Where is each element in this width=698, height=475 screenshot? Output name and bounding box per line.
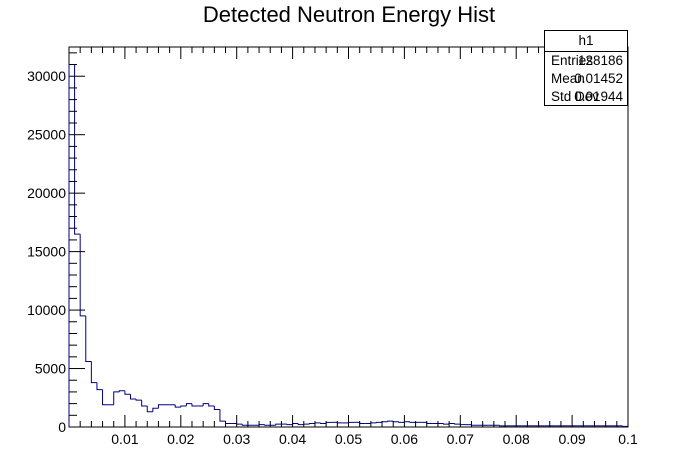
histogram-bin — [113, 391, 120, 405]
histogram-bin — [102, 389, 109, 406]
histogram-bin — [152, 407, 159, 412]
histogram-bin — [180, 405, 187, 408]
histogram-bin — [208, 403, 215, 407]
x-tick-label: 0.02 — [167, 431, 194, 447]
histogram-bin — [498, 425, 506, 427]
histogram-bin — [308, 422, 315, 425]
stats-row-mean: Mean 0.01452 — [545, 70, 627, 88]
histogram-bin — [85, 315, 92, 363]
histogram-bin — [403, 421, 410, 423]
histogram-bin — [454, 423, 461, 425]
y-tick-label: 25000 — [27, 127, 66, 143]
histogram-bin — [79, 234, 86, 317]
stats-value-mean: 0.01452 — [574, 71, 623, 86]
histogram-bin — [470, 424, 478, 426]
x-tick-label: 0.08 — [503, 431, 530, 447]
histogram-bin — [68, 64, 75, 427]
stats-value-entries: 128186 — [577, 53, 623, 68]
histogram-bin — [426, 422, 433, 424]
y-tick-label: 10000 — [27, 302, 66, 318]
histogram-bin — [213, 405, 220, 410]
stats-box-title: h1 — [545, 31, 627, 52]
histogram-bin — [146, 405, 153, 413]
histogram-bin — [297, 423, 304, 426]
histogram-bin — [236, 423, 243, 425]
histogram-bin — [157, 404, 165, 409]
histogram-bin — [129, 394, 137, 400]
x-tick-label: 0.09 — [558, 431, 585, 447]
x-tick-label: 0.06 — [391, 431, 418, 447]
x-tick-label: 0.1 — [618, 431, 638, 447]
stats-row-entries: Entries 128186 — [545, 52, 627, 70]
stats-label-stddev: Std Dev — [551, 89, 600, 104]
histogram-bin — [191, 403, 198, 407]
histogram-bin — [185, 403, 192, 406]
histogram-bin — [370, 422, 377, 424]
histogram-bin — [292, 422, 299, 425]
histogram-bin — [258, 424, 265, 426]
histogram-bin — [359, 422, 366, 424]
stats-value-stddev: 0.01944 — [574, 89, 623, 104]
histogram-bin — [118, 390, 125, 392]
stats-box: h1 Entries 128186 Mean 0.01452 Std Dev 0… — [544, 30, 628, 106]
stats-label-mean: Mean — [551, 71, 585, 86]
histogram-bin — [241, 424, 248, 426]
x-tick-label: 0.04 — [279, 431, 306, 447]
histogram-bin — [448, 422, 455, 425]
histogram-bin — [124, 390, 131, 395]
histogram-bin — [219, 409, 226, 422]
histogram-bin — [375, 421, 383, 423]
x-tick-label: 0.01 — [111, 431, 138, 447]
histogram-bin — [303, 423, 310, 425]
histogram-bin — [443, 423, 450, 425]
histogram-bin — [459, 424, 466, 426]
stats-row-stddev: Std Dev 0.01944 — [545, 88, 627, 106]
histogram-bin — [398, 421, 405, 423]
y-tick-label: 20000 — [27, 185, 66, 201]
histogram-bin — [381, 421, 388, 423]
histogram-bin — [314, 422, 321, 424]
chart-title: Detected Neutron Energy Hist — [202, 2, 496, 27]
histogram-bin — [392, 421, 399, 423]
y-tick-label: 0 — [58, 419, 66, 435]
histogram-bin — [387, 420, 394, 422]
histogram-bin — [264, 424, 271, 426]
x-tick-label: 0.05 — [335, 431, 362, 447]
histogram-bin — [90, 361, 97, 384]
y-tick-label: 30000 — [27, 68, 66, 84]
x-tick-label: 0.03 — [223, 431, 250, 447]
histogram-bin — [275, 423, 282, 426]
histogram-bin — [320, 422, 327, 424]
histogram-marks: 0.01 0.02 0.03 0.04 0.05 0.06 0.07 0.08 0.09 0.1 0… — [27, 47, 638, 447]
y-tick-label: 5000 — [35, 361, 66, 377]
histogram-bin — [96, 382, 103, 391]
histogram-bin — [336, 422, 343, 424]
y-tick-label: 15000 — [27, 244, 66, 260]
histogram-bin — [621, 425, 628, 427]
histogram-bin — [174, 404, 181, 408]
histogram-bin — [409, 421, 416, 423]
histogram-bin — [74, 64, 81, 235]
histogram-bin — [286, 424, 293, 426]
histogram-bin — [141, 400, 148, 407]
histogram-bin — [348, 421, 355, 423]
histogram-bin — [202, 403, 209, 406]
stats-label-entries: Entries — [551, 53, 594, 68]
histogram-bin — [225, 421, 232, 424]
histogram-bin — [135, 398, 142, 401]
x-tick-label: 0.07 — [447, 431, 474, 447]
histogram-bin — [325, 421, 332, 424]
